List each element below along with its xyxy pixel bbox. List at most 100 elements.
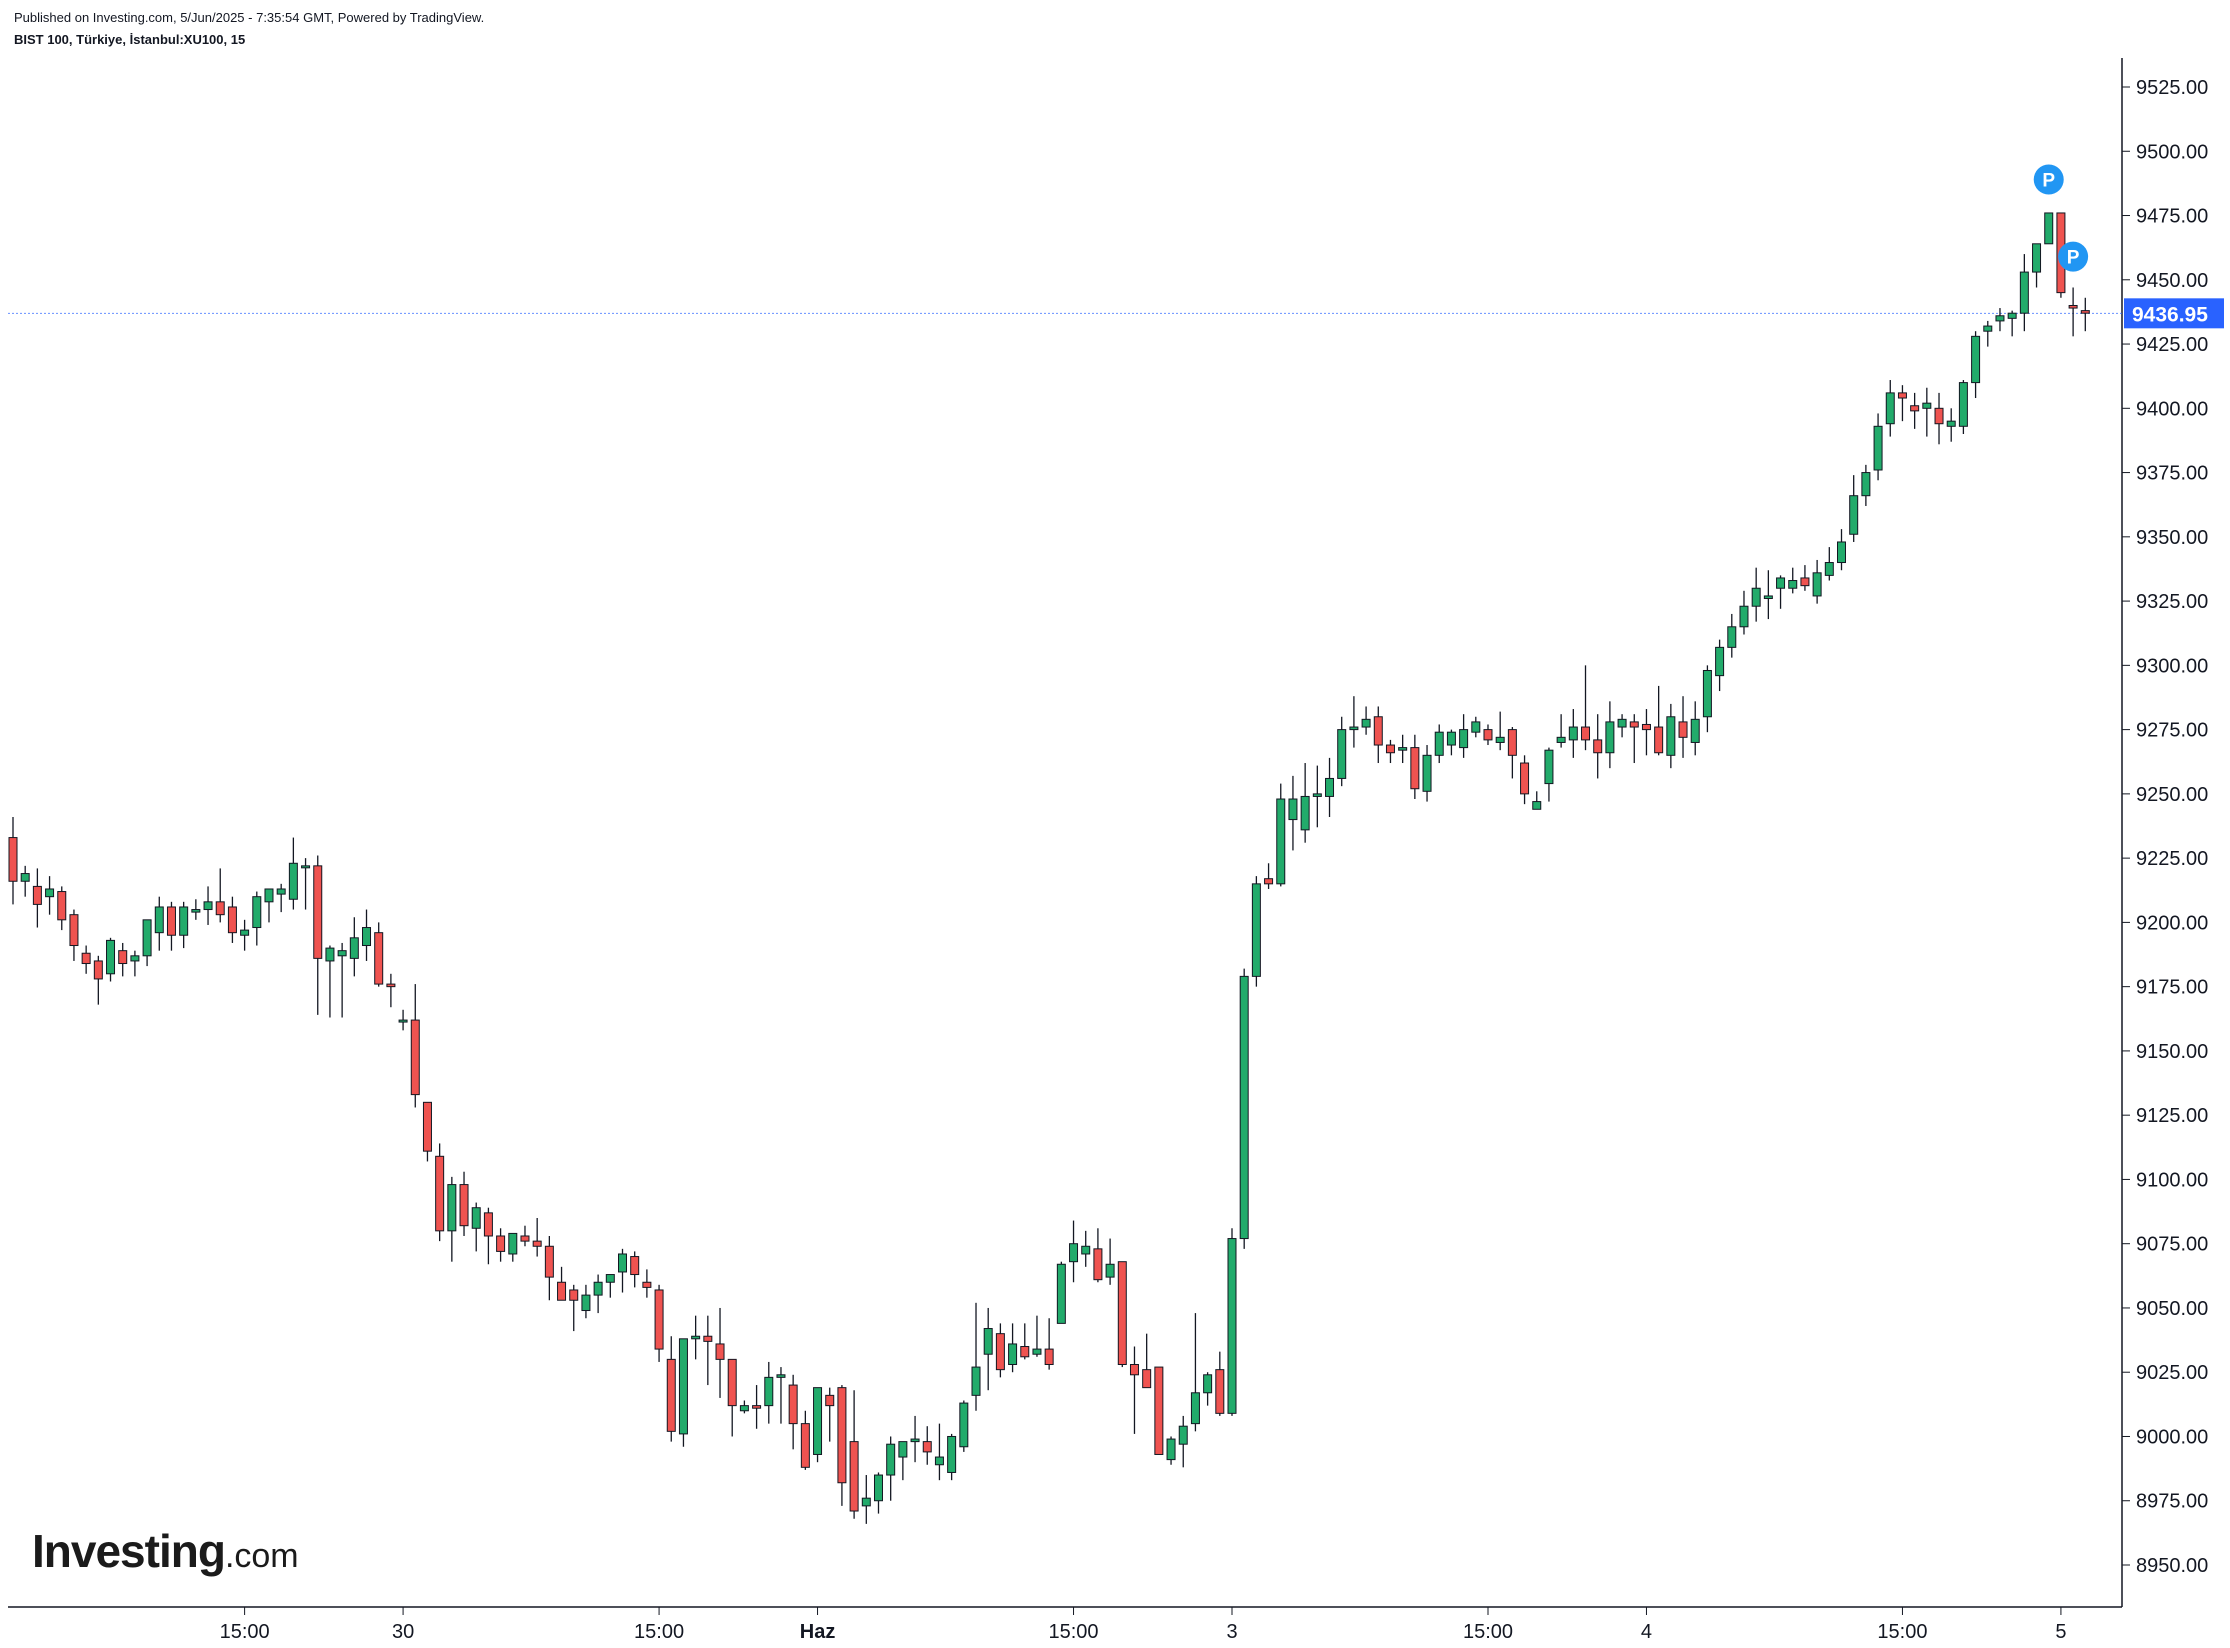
- candle-down: [435, 1143, 445, 1242]
- candle-body: [483, 1212, 493, 1237]
- candle-body: [983, 1328, 993, 1355]
- candle-body: [1032, 1348, 1042, 1355]
- candle-body: [1495, 736, 1505, 743]
- candle-body: [45, 888, 55, 898]
- x-tick-label: 5: [2055, 1621, 2066, 1643]
- candle-body: [752, 1405, 762, 1409]
- candle-body: [630, 1256, 640, 1276]
- candle-body: [1629, 721, 1639, 728]
- candle-body: [1276, 798, 1286, 885]
- candle-up: [1166, 1436, 1176, 1465]
- candle-body: [459, 1184, 469, 1227]
- candle-body: [179, 906, 189, 936]
- candle-body: [276, 888, 286, 895]
- candle-up: [1873, 413, 1883, 481]
- candle-down: [788, 1374, 798, 1450]
- candle-up: [934, 1423, 944, 1481]
- candle-body: [1861, 472, 1871, 497]
- candle-up: [1325, 757, 1335, 818]
- candle-body: [301, 865, 311, 869]
- candle-up: [776, 1367, 786, 1424]
- candle-down: [1129, 1346, 1139, 1434]
- candle-down: [1520, 755, 1530, 805]
- candle-body: [1361, 718, 1371, 728]
- candle-down: [227, 896, 237, 943]
- candle-up: [593, 1274, 603, 1314]
- candle-body: [1483, 729, 1493, 741]
- candle-up: [947, 1433, 957, 1481]
- logo-main-text: Investing: [32, 1525, 226, 1577]
- candle-down: [532, 1217, 542, 1257]
- candle-body: [1020, 1346, 1030, 1358]
- candle-body: [910, 1438, 920, 1443]
- candle-up: [1081, 1230, 1091, 1267]
- candle-body: [288, 862, 298, 900]
- candle-body: [1910, 405, 1920, 412]
- candle-up: [1361, 706, 1371, 735]
- candle-down: [2080, 297, 2090, 332]
- candle-up: [288, 837, 298, 910]
- candle-down: [1593, 714, 1603, 779]
- candle-up: [1690, 701, 1700, 756]
- candle-body: [264, 888, 274, 903]
- candle-down: [1215, 1351, 1225, 1416]
- candle-body: [1008, 1343, 1018, 1366]
- candle-body: [1142, 1369, 1152, 1389]
- candle-down: [1507, 727, 1517, 779]
- y-tick-label: 9350.00: [2136, 527, 2208, 549]
- x-tick-label: 15:00: [220, 1621, 270, 1643]
- candle-up: [1544, 747, 1554, 802]
- candle-down: [1897, 385, 1907, 422]
- candle-down: [1581, 665, 1591, 751]
- candle-body: [1154, 1366, 1164, 1455]
- candle-body: [508, 1232, 518, 1255]
- candle-body: [1434, 731, 1444, 756]
- candle-body: [471, 1207, 481, 1229]
- candle-up: [861, 1475, 871, 1524]
- candle-body: [386, 983, 396, 988]
- y-tick-label: 9475.00: [2136, 206, 2208, 228]
- candle-body: [496, 1235, 506, 1252]
- candle-body: [1544, 749, 1554, 785]
- y-tick-label: 9150.00: [2136, 1041, 2208, 1063]
- candle-up: [1032, 1315, 1042, 1357]
- candle-down: [849, 1390, 859, 1519]
- candles: [8, 212, 2090, 1524]
- candle-up: [2032, 243, 2042, 288]
- candle-down: [1910, 392, 1920, 429]
- candle-body: [922, 1441, 932, 1453]
- candle-body: [1763, 595, 1773, 600]
- candle-down: [93, 955, 103, 1005]
- candle-up: [1349, 696, 1359, 748]
- candle-up: [1971, 331, 1981, 399]
- candle-down: [422, 1101, 432, 1162]
- candle-up: [349, 917, 359, 977]
- candle-body: [813, 1387, 823, 1455]
- candle-body: [215, 901, 225, 916]
- candle-body: [1385, 744, 1395, 754]
- candle-body: [764, 1376, 774, 1407]
- candle-down: [1373, 706, 1383, 764]
- y-tick-label: 9400.00: [2136, 398, 2208, 420]
- candle-down: [2068, 287, 2078, 337]
- candle-up: [362, 909, 372, 961]
- candle-body: [435, 1155, 445, 1232]
- candle-down: [1654, 685, 1664, 756]
- candle-down: [520, 1225, 530, 1247]
- candle-up: [983, 1307, 993, 1391]
- x-tick-label: 15:00: [1463, 1621, 1513, 1643]
- candle-up: [471, 1202, 481, 1252]
- candle-down: [313, 855, 323, 1015]
- candle-up: [1776, 575, 1786, 609]
- p-marker: [2033, 164, 2064, 195]
- candle-body: [337, 950, 347, 957]
- candle-body: [240, 929, 250, 936]
- candle-body: [1666, 716, 1676, 756]
- candle-up: [398, 1009, 408, 1031]
- axis-labels: 9525.00 9500.00 9475.00 9450.00 9425.00 9400.…: [220, 77, 2224, 1643]
- candle-down: [81, 945, 91, 974]
- candle-body: [1105, 1263, 1115, 1278]
- candle-up: [142, 919, 152, 967]
- candle-body: [362, 927, 372, 947]
